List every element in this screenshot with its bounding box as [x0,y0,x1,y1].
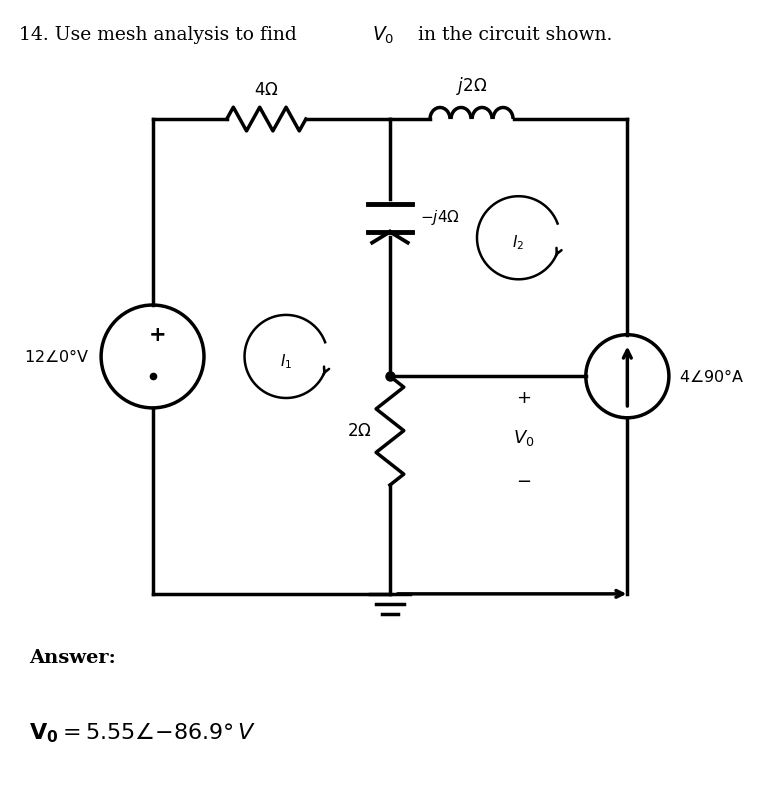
Text: $-$: $-$ [516,471,531,489]
Text: $V_0$: $V_0$ [513,427,534,447]
Text: +: + [516,389,531,407]
Text: Answer:: Answer: [29,650,116,667]
Text: $I_2$: $I_2$ [513,233,524,252]
Text: 14. Use mesh analysis to find: 14. Use mesh analysis to find [19,26,303,44]
Text: in the circuit shown.: in the circuit shown. [412,26,612,44]
Text: $j2\Omega$: $j2\Omega$ [456,76,487,97]
Text: $\mathbf{V_0} = 5.55\angle{-86.9°}\,V$: $\mathbf{V_0} = 5.55\angle{-86.9°}\,V$ [29,720,256,744]
Text: $V_0$: $V_0$ [372,25,394,45]
Text: $4\angle 90°\mathrm{A}$: $4\angle 90°\mathrm{A}$ [679,368,745,384]
Text: $2\Omega$: $2\Omega$ [347,422,372,439]
Text: $12\angle 0°\mathrm{V}$: $12\angle 0°\mathrm{V}$ [24,348,89,365]
Text: $-j4\Omega$: $-j4\Omega$ [420,209,460,228]
Text: $I_1$: $I_1$ [280,352,292,371]
Text: $4\Omega$: $4\Omega$ [254,81,279,100]
Text: +: + [149,325,166,345]
